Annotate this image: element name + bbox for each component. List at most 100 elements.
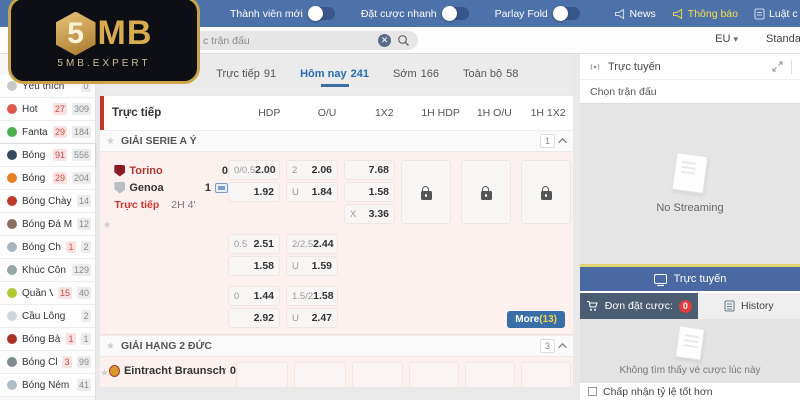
odds-group-2: 0.5 2.51 1.58 2/2.5 2.44 U 1.59: [228, 234, 569, 276]
tab-history[interactable]: History: [697, 293, 800, 319]
odds-cell-hdp[interactable]: 0.5 2.51: [228, 234, 280, 254]
column-header-1h-hdp: 1H HDP: [421, 107, 460, 119]
total-count-badge: 204: [71, 172, 91, 184]
accept-better-odds-row: Chấp nhận tỷ lệ tốt hơn: [580, 383, 800, 400]
odds-cell-hdp[interactable]: 0 1.44: [228, 286, 280, 306]
stream-panel-title: Trực tuyến: [608, 60, 661, 73]
home-team-name: Torino: [129, 164, 163, 177]
toggle-parlay-fold-switch[interactable]: [552, 6, 580, 21]
odds-cell-hdp[interactable]: 1.92: [228, 182, 280, 202]
tab-all[interactable]: Toàn bộ 58: [463, 68, 519, 80]
odds-cell-hdp[interactable]: 2.92: [228, 308, 280, 328]
odds-cell-hdp[interactable]: 1.58: [228, 256, 280, 276]
match-info[interactable]: Torino 0 Genoa 1 Trực tiếp 2H 4': [114, 160, 228, 328]
total-count-badge: 40: [76, 287, 91, 299]
odds-cell-hdp[interactable]: [235, 362, 288, 388]
sidebar-item-basketball[interactable]: Bóng Rổ29204: [0, 167, 95, 190]
sidebar-item-hot[interactable]: Hot 27 309: [0, 98, 95, 121]
total-count-badge: 0: [81, 80, 91, 92]
odds-cell-1x2[interactable]: 7.68: [344, 160, 395, 180]
sidebar-item-table-tennis[interactable]: Bóng Bàn11: [0, 328, 95, 351]
more-markets-button[interactable]: More(13): [507, 311, 565, 328]
live-stream-button[interactable]: Trực tuyến: [580, 267, 800, 291]
odds-cell-ou[interactable]: 2 2.06: [286, 160, 338, 180]
match-select-dropdown[interactable]: Chọn trận đấu: [580, 80, 800, 104]
sidebar-item-hockey[interactable]: Khúc Côn Cầu129: [0, 259, 95, 282]
star-icon[interactable]: ★: [102, 220, 112, 231]
odds-cell-1x2[interactable]: X 3.36: [344, 204, 395, 224]
odds-cell-ou[interactable]: [293, 362, 346, 388]
tab-early[interactable]: Sớm 166: [392, 68, 440, 80]
site-logo[interactable]: 5 MB 5MB.EXPERT: [8, 0, 200, 84]
tab-live[interactable]: Trực tiếp 91: [216, 68, 277, 80]
expand-icon[interactable]: [772, 61, 783, 72]
logo-mb-text: MB: [97, 14, 153, 52]
toggle-new-member-switch[interactable]: [307, 6, 335, 21]
sidebar-item-fantasy[interactable]: Fantasy29184: [0, 121, 95, 144]
sidebar-item-american-football[interactable]: Bóng Đá Mỹ 12: [0, 213, 95, 236]
broadcast-icon: [588, 61, 602, 73]
sidebar-item-volleyball[interactable]: Bóng Chuyền399: [0, 351, 95, 374]
odds-cell-1h-hdp[interactable]: [408, 362, 459, 388]
live-count-badge: 1: [66, 333, 76, 345]
league-header-serie-a[interactable]: ★ GIẢI SERIE A Ý 1: [100, 130, 573, 152]
tab-bet-slip[interactable]: Đơn đặt cược: 0: [580, 293, 698, 319]
sidebar-item-football[interactable]: Bóng Đá91556: [0, 144, 95, 167]
genoa-logo: [114, 181, 126, 194]
star-icon[interactable]: ★: [100, 368, 109, 379]
column-header-1h-ou: 1H O/U: [476, 107, 512, 119]
collapse-chevron-icon[interactable]: [558, 138, 567, 147]
search-icon[interactable]: [397, 34, 410, 47]
toggle-new-member[interactable]: Thành viên mới: [230, 6, 335, 21]
star-icon[interactable]: ★: [106, 135, 115, 147]
odds-cell-ou[interactable]: 1.5/2 1.58: [286, 286, 338, 306]
odds-cell-ou[interactable]: 2/2.5 2.44: [286, 234, 338, 254]
sidebar-item-handball[interactable]: Bóng Ném 41: [0, 374, 95, 397]
clear-search-icon[interactable]: ✕: [378, 34, 391, 47]
notice-label: Thông báo: [687, 7, 738, 20]
basketball-icon: [7, 173, 17, 183]
odds-cell-1x2[interactable]: [351, 362, 403, 388]
toggle-knob: [552, 6, 568, 21]
sidebar-item-baseball-2[interactable]: Bóng Chày12: [0, 236, 95, 259]
favorites-icon: [7, 81, 17, 91]
odds-cell-ou[interactable]: U 2.47: [286, 308, 338, 328]
cart-icon: [586, 300, 599, 312]
tab-today[interactable]: Hôm nay 241: [300, 68, 369, 80]
search-input[interactable]: c trận đấu ✕: [186, 31, 418, 50]
star-icon[interactable]: ★: [106, 340, 115, 352]
betslip-tabs: Đơn đặt cược: 0 History: [580, 293, 800, 319]
odds-group-partial: [235, 362, 571, 388]
live-stream-icon[interactable]: [215, 182, 228, 193]
chevron-down-icon: ▾: [733, 34, 738, 44]
odds-cell-hdp[interactable]: 0/0.5 2.00: [228, 160, 280, 180]
league-count-badge: 3: [539, 339, 555, 353]
odds-board: Trực tiếp HDP O/U 1X2 1H HDP 1H O/U 1H 1…: [100, 96, 573, 388]
notice-link[interactable]: Thông báo: [672, 8, 738, 20]
odds-cell-1h-ou[interactable]: [464, 362, 515, 388]
sidebar-item-badminton[interactable]: Cầu Lông 2: [0, 305, 95, 328]
collapse-chevron-icon[interactable]: [558, 343, 567, 352]
torino-logo: [114, 164, 126, 177]
stream-viewport: No Streaming: [580, 104, 800, 264]
toggle-quick-bet-switch[interactable]: [441, 6, 469, 21]
odds-cell-1h-1x2[interactable]: [520, 362, 571, 388]
toggle-quick-bet[interactable]: Đặt cược nhanh: [361, 6, 469, 21]
odds-cell-ou[interactable]: U 1.59: [286, 256, 338, 276]
locked-odds-1h-1x2: [521, 160, 571, 224]
lock-icon: [480, 185, 492, 200]
toggle-parlay-fold[interactable]: Parlay Fold: [495, 6, 580, 21]
sidebar-item-baseball[interactable]: Bóng Chày 14: [0, 190, 95, 213]
odds-cell-ou[interactable]: U 1.84: [286, 182, 338, 202]
match-info[interactable]: Eintracht Braunschweig0: [108, 362, 236, 381]
news-link[interactable]: News: [614, 8, 656, 20]
rules-link[interactable]: Luật chơi: [754, 8, 798, 20]
sidebar-item-tennis[interactable]: Quần Vợt1540: [0, 282, 95, 305]
total-count-badge: 129: [71, 264, 91, 276]
view-mode-select[interactable]: Standard: [766, 33, 800, 45]
odds-cell-1x2[interactable]: 1.58: [344, 182, 395, 202]
odds-format-select[interactable]: EU ▾: [715, 33, 738, 45]
accept-odds-checkbox[interactable]: [588, 387, 597, 396]
badminton-icon: [7, 311, 17, 321]
league-header-2-bundesliga[interactable]: ★ GIẢI HẠNG 2 ĐỨC 3: [100, 335, 573, 357]
